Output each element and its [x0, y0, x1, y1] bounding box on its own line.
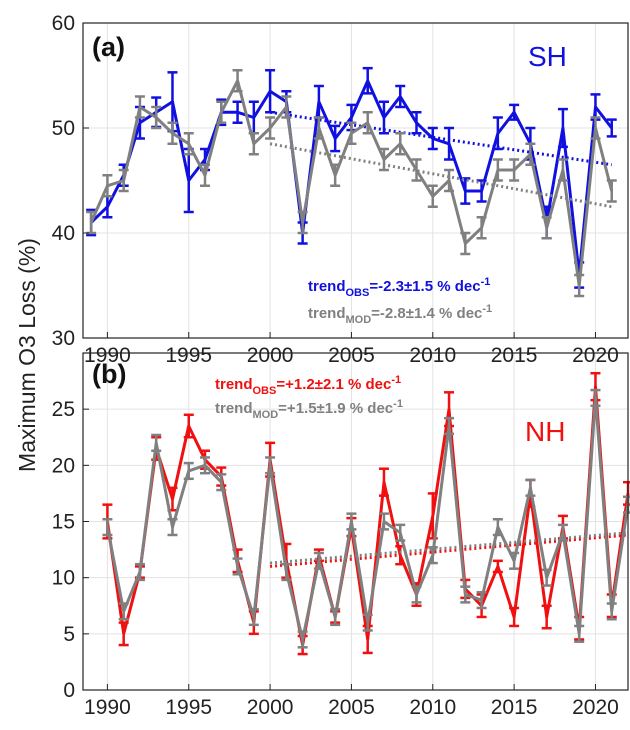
trend-line — [269, 531, 629, 565]
panel-a-label: (a) — [92, 32, 125, 62]
trend-base: trend — [215, 400, 253, 417]
y-tick-label: 0 — [63, 679, 75, 702]
panel-b-trend-mod: trendMOD=+1.5±1.9 % dec-1 — [215, 398, 403, 421]
series-line — [105, 385, 630, 647]
panel-a-frame — [82, 22, 629, 339]
y-tick-label: 20 — [52, 454, 75, 477]
trend-value: =+1.2±2.1 % dec — [276, 376, 391, 393]
x-tick-label: 2005 — [328, 696, 375, 719]
series-line — [90, 79, 613, 277]
series-line — [89, 79, 614, 287]
trend-sub: OBS — [253, 385, 277, 397]
y-axis-label: Maximum O3 Loss (%) — [14, 238, 40, 472]
series-model — [86, 69, 617, 298]
y-tick-label: 10 — [52, 567, 75, 590]
trend-base: trend — [308, 305, 346, 322]
y-tick-label: 30 — [52, 327, 75, 350]
x-tick-label: 1990 — [84, 696, 131, 719]
panel-b-trend-obs: trendOBS=+1.2±2.1 % dec-1 — [215, 374, 401, 397]
y-tick-label: 15 — [52, 511, 75, 534]
trend-sup: -1 — [481, 276, 491, 288]
trend-value: =+1.5±1.9 % dec — [278, 400, 393, 417]
trend-sup: -1 — [391, 374, 401, 386]
trend-sub: OBS — [346, 287, 370, 299]
y-tick-label: 25 — [52, 398, 75, 421]
y-tick-label: 5 — [63, 623, 75, 646]
x-tick-label: 2020 — [572, 696, 619, 719]
x-tick-label: 1995 — [165, 696, 212, 719]
panel-b-label: (b) — [92, 359, 126, 389]
panel-b-region-label: NH — [525, 416, 565, 447]
trend-base: trend — [215, 376, 253, 393]
series-model — [102, 388, 630, 649]
panel-a-trend-obs: trendOBS=-2.3±1.5 % dec-1 — [308, 276, 490, 299]
panel-a-region-label: SH — [528, 41, 567, 72]
trend-value: =-2.8±1.4 % dec — [371, 305, 482, 322]
trend-base: trend — [308, 278, 346, 295]
y-tick-label: 60 — [52, 12, 75, 35]
trend-sup: -1 — [482, 303, 492, 315]
panel-a-trend-mod: trendMOD=-2.8±1.4 % dec-1 — [308, 303, 492, 326]
x-tick-label: 2000 — [247, 696, 294, 719]
trend-sub: MOD — [346, 314, 372, 326]
y-tick-label: 40 — [52, 222, 75, 245]
y-tick-label: 50 — [52, 117, 75, 140]
trend-value: =-2.3±1.5 % dec — [369, 278, 480, 295]
x-tick-label: 2015 — [491, 696, 538, 719]
trend-sub: MOD — [253, 409, 279, 421]
series-line — [105, 396, 630, 641]
x-tick-label: 2010 — [409, 696, 456, 719]
trend-sup: -1 — [393, 398, 403, 410]
